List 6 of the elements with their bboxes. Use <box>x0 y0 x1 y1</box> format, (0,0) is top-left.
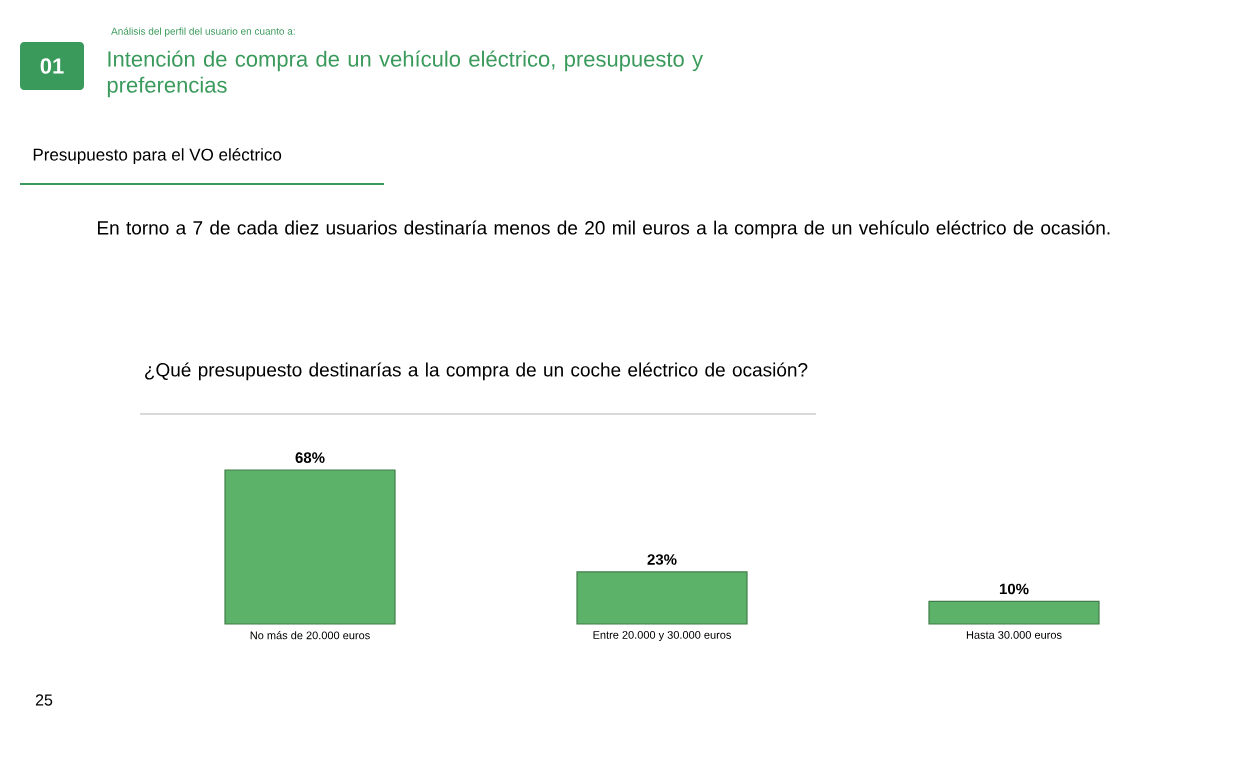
text: Intención de compra de un vehículo eléctrico, presupuesto y preferencias <box>107 50 704 98</box>
text: Presupuesto para el VO eléctrico <box>33 147 282 164</box>
text: 01 <box>40 58 64 74</box>
text: 25 <box>35 694 53 706</box>
chart-title: ¿Qué presupuesto destinarías a la compra de un coche eléctrico de ocasión? <box>145 362 808 381</box>
text: En torno a 7 de cada diez usuarios destinaría menos de 20 mil euros a la compra de un vehículo eléctrico de ocasión. <box>97 220 1110 239</box>
